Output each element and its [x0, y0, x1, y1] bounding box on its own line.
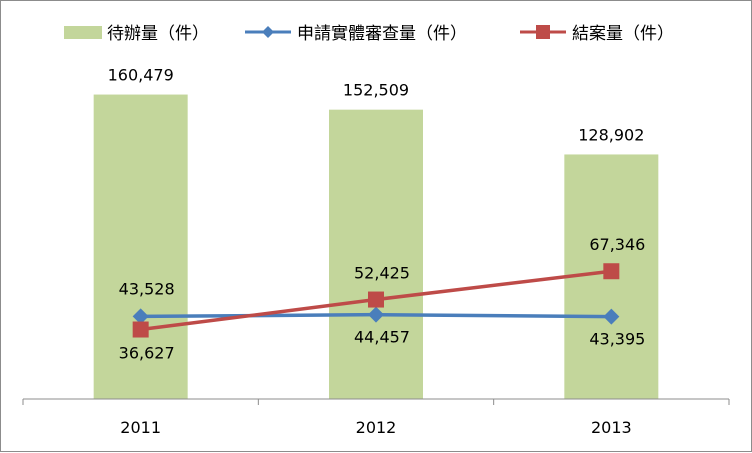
legend-marker-application	[262, 26, 274, 38]
plot-area: 2011 2012 2013 160,479 152,509 128,902 43,528 4…	[22, 66, 730, 437]
data-label-closed-2012: 52,425	[354, 264, 410, 283]
x-tick-label-2011: 2011	[120, 418, 161, 437]
bar-pending-2011	[93, 94, 188, 400]
data-label-application-2011: 43,528	[119, 279, 175, 298]
legend-swatch-pending	[64, 26, 102, 39]
data-label-closed-2013: 67,346	[589, 235, 645, 254]
legend-label-closed: 結案量（件）	[572, 24, 674, 44]
bar-pending-2012	[329, 109, 423, 399]
x-tick-label-2012: 2012	[356, 418, 397, 437]
data-label-application-2012: 44,457	[354, 328, 410, 347]
data-label-application-2013: 43,395	[589, 330, 645, 349]
data-label-closed-2011: 36,627	[119, 344, 175, 363]
marker-application-2013	[603, 308, 620, 325]
legend-marker-closed	[536, 25, 550, 39]
x-tick-label-2013: 2013	[591, 418, 632, 437]
legend: 待辦量（件） 申請實體審查量（件） 結案量（件）	[64, 24, 674, 44]
marker-application-2012	[368, 306, 384, 323]
marker-closed-2013	[603, 263, 620, 280]
data-label-pending-2013: 128,902	[578, 125, 644, 144]
data-label-pending-2011: 160,479	[108, 66, 174, 85]
legend-label-pending: 待辦量（件）	[107, 24, 209, 44]
marker-application-2011	[132, 308, 149, 325]
marker-closed-2011	[132, 321, 149, 338]
marker-closed-2012	[368, 291, 384, 308]
legend-label-application: 申請實體審查量（件）	[297, 24, 467, 44]
data-label-pending-2012: 152,509	[343, 81, 409, 100]
